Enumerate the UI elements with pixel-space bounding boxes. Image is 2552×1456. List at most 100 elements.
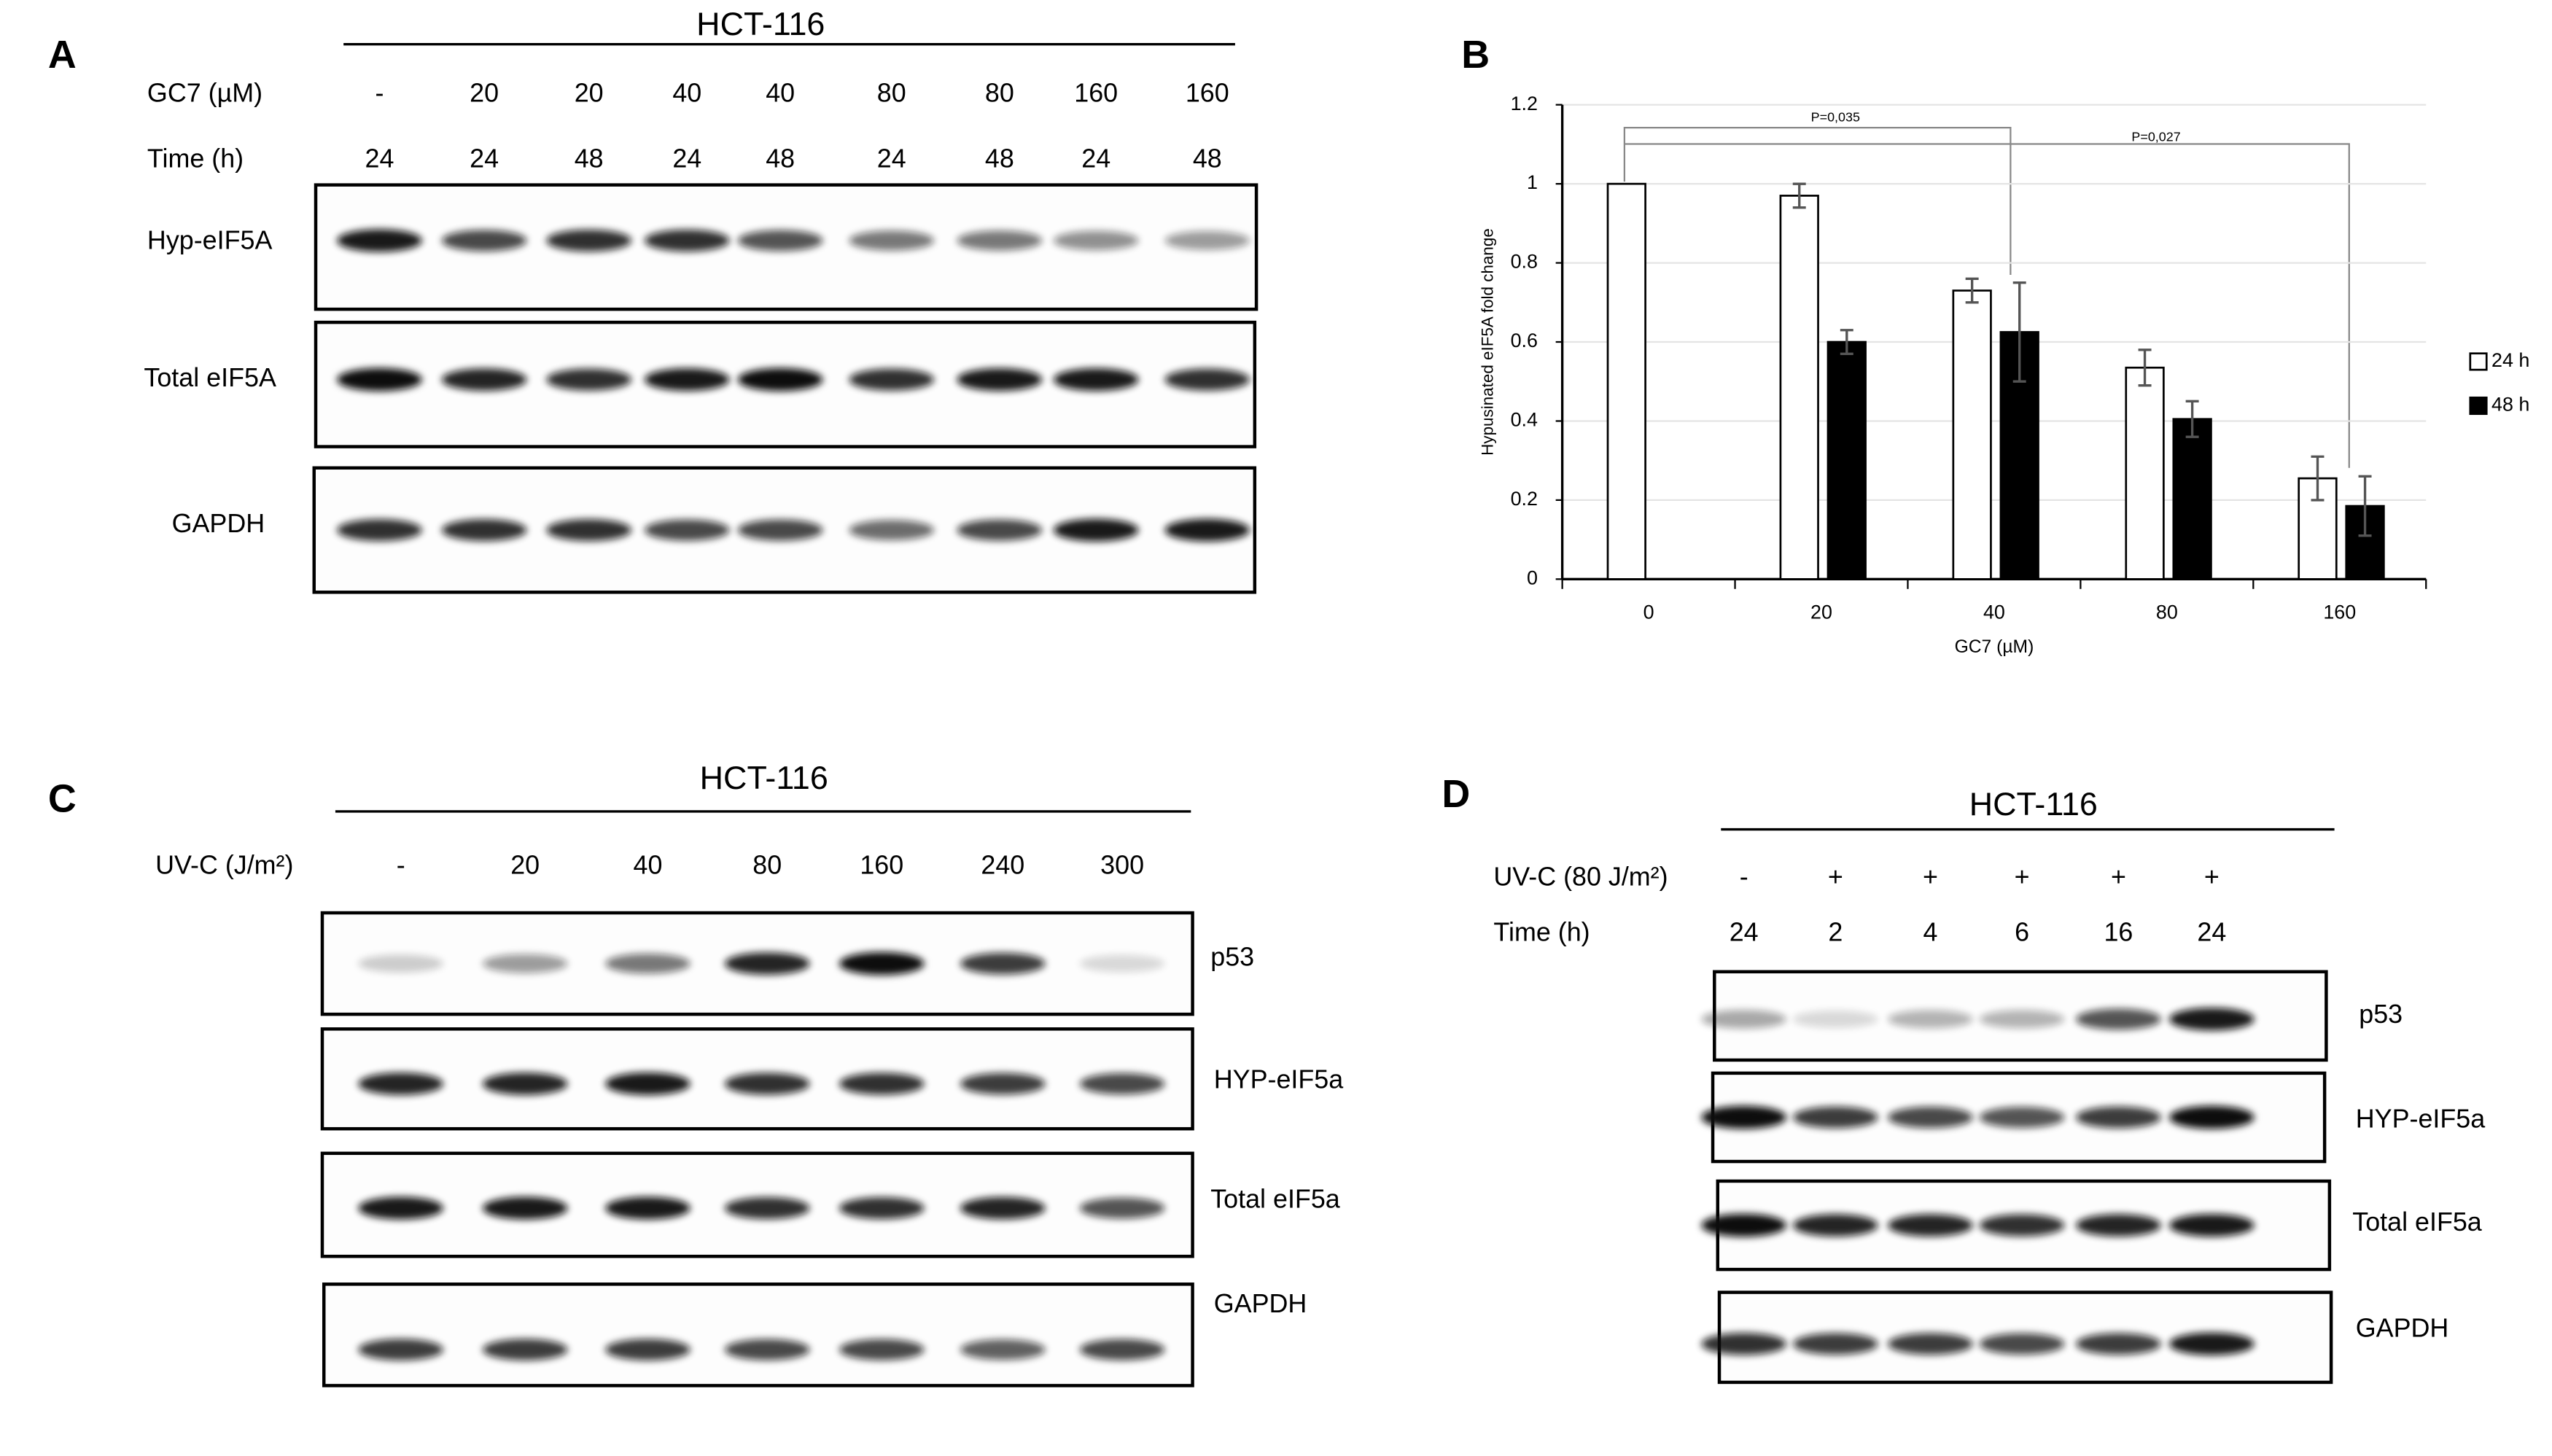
blot-band <box>1079 1339 1165 1360</box>
blot-band <box>737 519 823 541</box>
lane-label: 240 <box>981 851 1024 880</box>
bar <box>2125 366 2165 580</box>
blot-label: Total eIF5A <box>144 363 276 392</box>
lane-label: 160 <box>860 851 903 880</box>
panel-letter: C <box>48 777 77 821</box>
blot-band <box>1164 230 1250 250</box>
blot-band <box>546 518 632 542</box>
blot-label: GAPDH <box>2356 1314 2449 1343</box>
lane-label: 48 <box>1193 144 1222 173</box>
blot-band <box>2169 1332 2255 1355</box>
panel-letter: B <box>1461 33 1490 77</box>
cell-line: HCT-116 <box>696 5 825 42</box>
error-bar <box>2358 475 2372 537</box>
panel-letter: D <box>1442 772 1470 816</box>
blot-band <box>1701 1213 1786 1237</box>
y-tick-label: 1.2 <box>1511 93 1538 114</box>
chart-brackets <box>1623 126 2350 468</box>
lane-label: + <box>2111 862 2126 891</box>
bar <box>1952 289 1992 580</box>
lane-label: 24 <box>672 144 701 173</box>
lane-label: - <box>376 79 384 108</box>
blot-band <box>1888 1333 1973 1355</box>
chart: B 0 0.2 0.4 0.6 0.8 1 1.2 Hypusinated eIF5A fold… <box>1461 33 2529 657</box>
blot-band <box>724 1339 810 1360</box>
blot-band <box>644 519 730 541</box>
blot-band <box>849 368 935 391</box>
blot-band <box>358 1196 444 1220</box>
blot-label: p53 <box>2359 1000 2403 1029</box>
blot-band <box>1979 1214 2065 1237</box>
lane-label: 20 <box>575 79 604 108</box>
lane-label: 48 <box>575 144 604 173</box>
blot-band <box>358 1339 444 1360</box>
x-tick-label: 40 <box>1983 602 2005 623</box>
lane-label: 2 <box>1828 918 1843 947</box>
blot-band <box>957 519 1043 541</box>
error-bar <box>1792 182 1806 209</box>
blot-band <box>2169 1008 2255 1031</box>
lane-label: + <box>2015 862 2030 891</box>
error-bar <box>1840 329 1853 355</box>
lane-label: 20 <box>510 851 540 880</box>
blot-band <box>605 953 690 974</box>
panel-letter: A <box>48 33 77 77</box>
bar <box>1606 182 1646 580</box>
blot-band <box>1792 1214 1878 1237</box>
blot-band <box>358 1072 444 1095</box>
y-tick-label: 0.2 <box>1511 488 1538 510</box>
blot-band <box>960 1196 1046 1220</box>
error-bar <box>1965 277 1979 304</box>
lane-label: 40 <box>634 851 663 880</box>
blot-band <box>1053 230 1139 251</box>
x-tick-label: 80 <box>2156 602 2178 623</box>
blot-panel: C HCT-116 UV-C (J/m²) - 20 40 80 160 240 300 p53 HY… <box>48 759 1343 1387</box>
blot-band <box>337 367 422 392</box>
blot-label: Total eIF5a <box>1210 1184 1340 1213</box>
blot-frame <box>322 1282 1194 1387</box>
bar <box>2172 418 2212 580</box>
blot-band <box>957 230 1043 251</box>
blot-band <box>605 1196 690 1220</box>
y-tick-label: 0.4 <box>1511 409 1538 431</box>
blot-band <box>1053 518 1139 542</box>
blot-band <box>1164 368 1250 391</box>
legend-label: 48 h <box>2491 394 2529 416</box>
blot-band <box>1701 1333 1786 1355</box>
blot-band <box>839 1196 925 1220</box>
blot-band <box>1164 518 1250 542</box>
row-label: Time (h) <box>147 144 244 173</box>
blot-band <box>849 230 935 251</box>
lane-label: + <box>1828 862 1843 891</box>
lane-label: 20 <box>470 79 499 108</box>
blot-band <box>1079 1197 1165 1219</box>
row-label: UV-C (J/m²) <box>155 851 293 880</box>
blot-band <box>2076 1008 2161 1030</box>
blot-band <box>482 954 568 973</box>
blot-band <box>1701 1010 1786 1029</box>
blot-band <box>644 368 730 392</box>
lane-label: - <box>1740 862 1748 891</box>
blot-band <box>1053 368 1139 392</box>
lane-label: 80 <box>877 79 906 108</box>
row-label: GC7 (µM) <box>147 79 262 108</box>
blot-band <box>1979 1010 2065 1029</box>
blot-label: HYP-eIF5a <box>1214 1065 1343 1094</box>
lane-label: 24 <box>2197 918 2226 947</box>
blot-band <box>441 368 527 391</box>
lane-label: 48 <box>766 144 795 173</box>
blot-panel: A HCT-116 GC7 (µM) - 20 20 40 40 80 80 160 160 Time … <box>48 5 1259 594</box>
y-tick-label: 0.6 <box>1511 330 1538 351</box>
blot-band <box>2169 1105 2255 1129</box>
blot-band <box>546 229 632 252</box>
blot-band <box>337 518 422 542</box>
blot-band <box>1079 1072 1165 1095</box>
blot-band <box>441 518 527 542</box>
lane-label: 300 <box>1100 851 1144 880</box>
lane-label: + <box>2204 862 2220 891</box>
y-axis-label: Hypusinated eIF5A fold change <box>1479 228 1497 456</box>
bar <box>1827 340 1867 580</box>
lane-label: 160 <box>1186 79 1229 108</box>
blot-band <box>960 1072 1046 1095</box>
